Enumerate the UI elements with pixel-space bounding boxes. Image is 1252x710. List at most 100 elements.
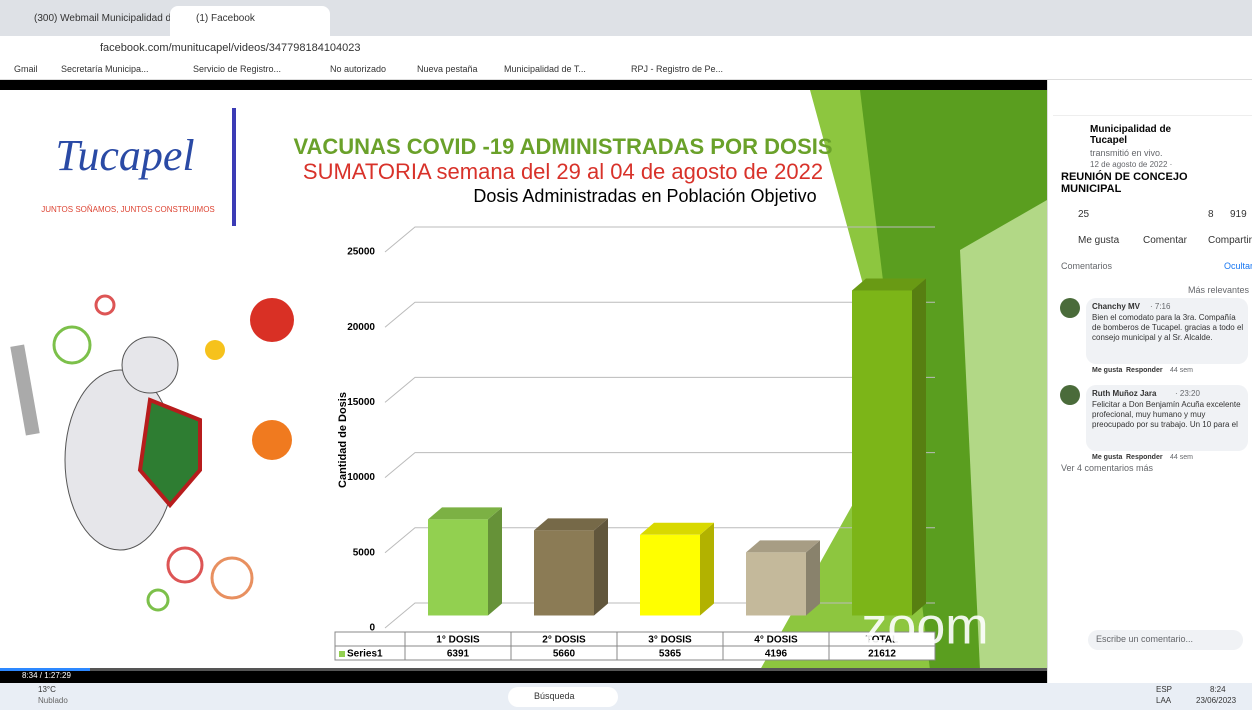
bookmark[interactable]: RPJ - Registro de Pe... [631,64,723,74]
taskbar: 13°C Nublado Búsqueda ESP LAA 8:24 23/06… [0,683,1252,710]
bar-side [700,523,714,616]
views: 919 [1230,209,1247,220]
comment-text: Felicitar a Don Benjamín Acuña excelente… [1092,400,1244,430]
bar [746,552,806,615]
chart-title: Dosis Administradas en Población Objetiv… [473,186,816,206]
y-tick-label: 20000 [347,322,375,333]
comment-time: · 23:20 [1175,389,1200,398]
bookmark[interactable]: Servicio de Registro... [193,64,281,74]
clock: 8:24 [1210,685,1226,694]
comment-age: 44 sem [1170,367,1193,374]
bookmark[interactable]: Municipalidad de T... [504,64,586,74]
x-tick-label: 3° DOSIS [648,635,692,646]
more-comments[interactable]: Ver 4 comentarios más [1061,463,1153,473]
temp: 13°C [38,685,56,694]
toolbar: facebook.com/munitucapel/videos/34779818… [0,36,1252,60]
slide-title: VACUNAS COVID -19 ADMINISTRADAS POR DOSI… [293,134,832,159]
layout: LAA [1156,696,1171,705]
sort[interactable]: Más relevantes [1188,285,1249,295]
bookmark[interactable]: Secretaría Municipa... [61,64,149,74]
bar [534,530,594,615]
reactions[interactable]: 25 [1078,209,1089,220]
bookmark[interactable]: No autorizado [330,64,386,74]
comment-bubble: Chanchy MV · 7:16 Bien el comodato para la… [1086,298,1248,364]
fb-header [1053,80,1252,116]
share-button[interactable]: Compartir [1208,235,1252,246]
comment-author: Chanchy MV [1092,302,1140,311]
reply-link[interactable]: Responder [1126,367,1163,374]
bar-side [488,507,502,615]
page-name[interactable]: Municipalidad de Tucapel [1090,124,1200,146]
comment-count[interactable]: 8 [1208,209,1214,220]
table-value: 6391 [447,649,470,660]
comment-text: Bien el comodato para la 3ra. Compañía d… [1092,313,1244,343]
bar-side [912,278,926,615]
slide-subtitle: SUMATORIA semana del 29 al 04 de agosto … [303,159,823,184]
bar [852,290,912,615]
search-box[interactable]: Búsqueda [508,687,618,707]
like-button[interactable]: Me gusta [1078,235,1119,246]
virus-icon [252,420,292,460]
weather: Nublado [38,696,68,705]
motto: JUNTOS SOÑAMOS, JUNTOS CONSTRUIMOS [41,205,215,214]
bookmark[interactable]: Nueva pestaña [417,64,478,74]
bookmarks-bar: Gmail Secretaría Municipa... Servicio de R… [0,60,1252,80]
page: (300) Webmail Municipalidad de (1) Faceb… [0,0,1252,710]
tab[interactable]: (300) Webmail Municipalidad de [8,6,168,32]
virus-icon [205,340,225,360]
slide: Tucapel JUNTOS SOÑAMOS, JUNTOS CONSTRUIM… [0,80,1047,683]
bar [428,519,488,615]
table-value: 5365 [659,649,682,660]
tab[interactable]: (1) Facebook [170,6,330,36]
character [122,337,178,393]
table-value: 5660 [553,649,576,660]
y-tick-label: 15000 [347,397,375,408]
hide-link[interactable]: Ocultar [1224,261,1252,271]
comments-label: Comentarios [1061,261,1112,271]
lang: ESP [1156,685,1172,694]
time: 8:34 / 1:27:29 [22,671,71,680]
like-link[interactable]: Me gusta [1092,367,1122,374]
bookmark[interactable]: Gmail [14,64,38,74]
tab-title: (300) Webmail Municipalidad de [34,13,177,24]
tab-title: (1) Facebook [196,13,255,24]
comment-bubble: Ruth Muñoz Jara · 23:20 Felicitar a Don Be… [1086,385,1248,451]
search-text: Búsqueda [534,691,575,701]
avatar [1060,385,1080,405]
logo: Tucapel [55,131,194,180]
x-tick-label: 2° DOSIS [542,635,586,646]
input-placeholder: Escribe un comentario... [1096,634,1193,644]
date: 12 de agosto de 2022 · [1090,160,1172,169]
y-tick-label: 5000 [353,547,376,558]
y-tick-label: 25000 [347,247,375,258]
comment-author: Ruth Muñoz Jara [1092,389,1156,398]
comment-input[interactable]: Escribe un comentario... [1088,630,1243,650]
video: Tucapel JUNTOS SOÑAMOS, JUNTOS CONSTRUIM… [0,80,1047,683]
video-title: REUNIÓN DE CONCEJO MUNICIPAL [1061,171,1241,195]
url[interactable]: facebook.com/munitucapel/videos/34779818… [100,42,361,54]
tab-strip: (300) Webmail Municipalidad de (1) Faceb… [0,0,1252,36]
divider [232,108,236,226]
action: transmitió en vivo. [1090,148,1163,158]
y-tick-label: 10000 [347,472,375,483]
reply-link[interactable]: Responder [1126,454,1163,461]
progress-track [0,668,1047,671]
x-tick-label: 4° DOSIS [754,635,798,646]
legend-key [339,651,345,657]
like-link[interactable]: Me gusta [1092,454,1122,461]
series-label: Series1 [347,649,383,660]
date: 23/06/2023 [1196,696,1236,705]
sidebar: Municipalidad de Tucapel transmitió en v… [1047,80,1252,683]
avatar [1060,298,1080,318]
comments: Chanchy MV · 7:16 Bien el comodato para la… [1048,298,1252,468]
comment-button[interactable]: Comentar [1143,235,1187,246]
comment-time: · 7:16 [1150,302,1170,311]
bar-side [594,518,608,615]
zoom-watermark: zoom [861,598,988,656]
bar [640,535,700,616]
virus-icon [250,298,294,342]
comment-age: 44 sem [1170,454,1193,461]
table-value: 4196 [765,649,788,660]
controls-bg [0,670,1047,683]
x-tick-label: 1° DOSIS [436,635,480,646]
